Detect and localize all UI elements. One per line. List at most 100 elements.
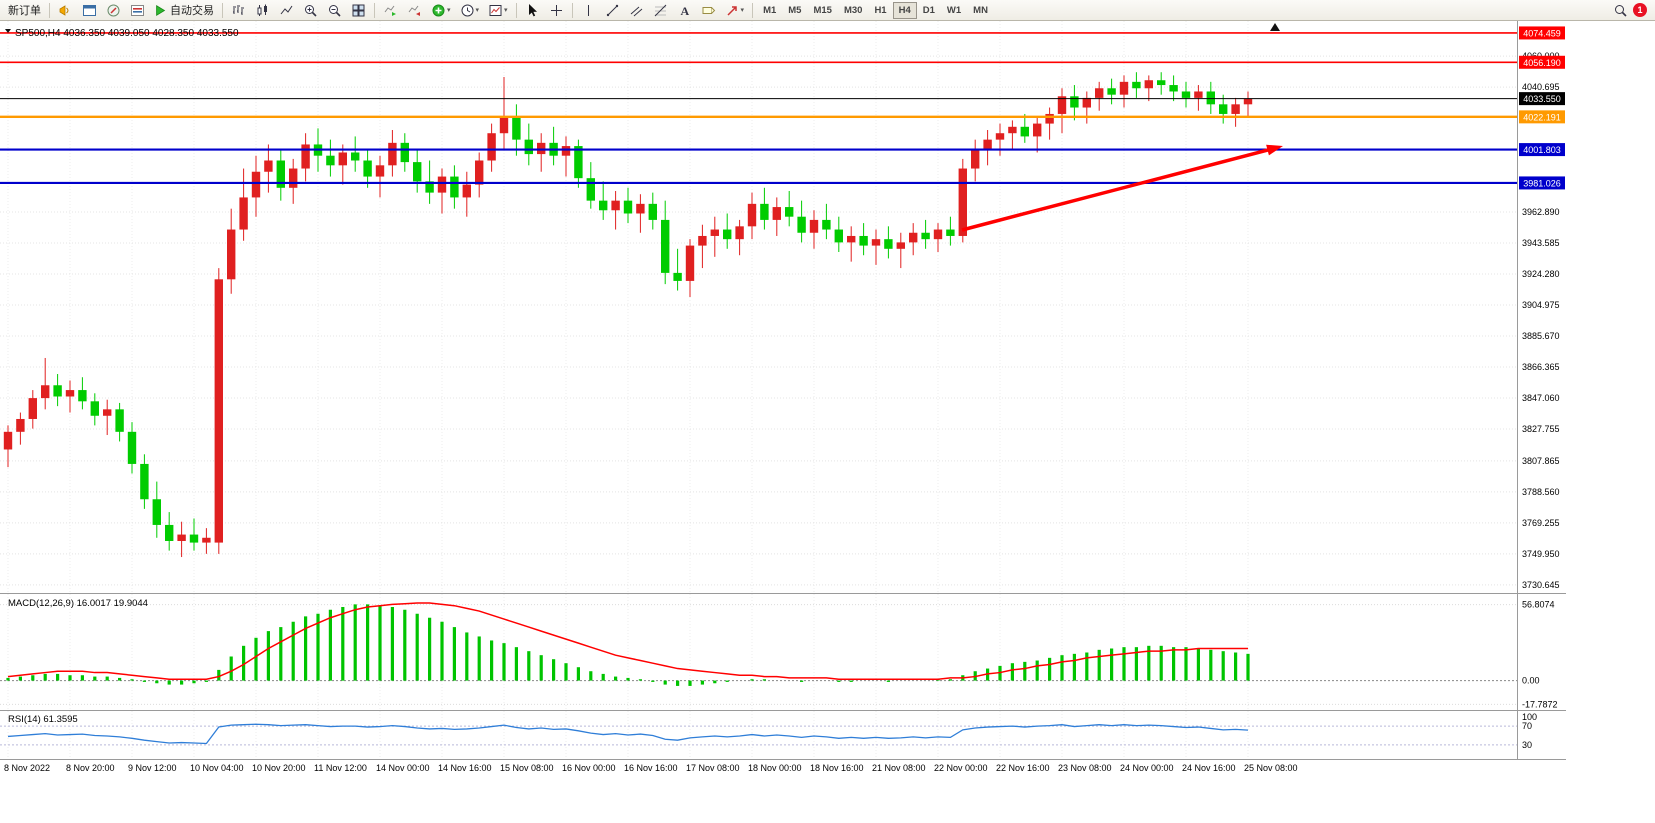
label-icon xyxy=(702,6,715,14)
chart-line-button[interactable] xyxy=(275,1,298,19)
svg-text:25 Nov 08:00: 25 Nov 08:00 xyxy=(1244,763,1298,773)
autoscroll-button[interactable] xyxy=(379,1,402,19)
trend-arrow[interactable] xyxy=(961,147,1272,232)
svg-text:8 Nov 20:00: 8 Nov 20:00 xyxy=(66,763,115,773)
timeframe-m15-button[interactable]: M15 xyxy=(807,2,837,19)
price-axis[interactable]: 4060.0004040.6953962.8903943.5853924.280… xyxy=(5,23,1565,750)
panel-frame xyxy=(0,21,1566,760)
new-order-label: 新订单 xyxy=(8,5,41,17)
chevron-down-icon: ▾ xyxy=(740,7,745,14)
zoom-in-button[interactable] xyxy=(299,1,322,19)
text-icon: A xyxy=(680,4,689,18)
svg-text:4040.695: 4040.695 xyxy=(1522,82,1560,92)
zoom-out-icon xyxy=(329,4,341,17)
svg-text:10 Nov 04:00: 10 Nov 04:00 xyxy=(190,763,244,773)
toolbar-separator xyxy=(515,2,517,18)
terminal-icon xyxy=(131,4,144,16)
autotrading-button[interactable]: 自动交易 xyxy=(150,1,218,19)
templates-button[interactable]: ▾ xyxy=(484,1,512,19)
search-button[interactable] xyxy=(1609,1,1632,19)
timeframe-m1-button[interactable]: M1 xyxy=(757,2,782,19)
trendline-button[interactable] xyxy=(601,1,624,19)
svg-text:15 Nov 08:00: 15 Nov 08:00 xyxy=(500,763,554,773)
price-badge xyxy=(1519,143,1565,157)
timeframe-m30-button[interactable]: M30 xyxy=(838,2,868,19)
svg-text:8 Nov 2022: 8 Nov 2022 xyxy=(4,763,50,773)
terminal-button[interactable] xyxy=(126,1,149,19)
svg-text:30: 30 xyxy=(1522,740,1532,750)
svg-text:9 Nov 12:00: 9 Nov 12:00 xyxy=(128,763,177,773)
timeframe-mn-button[interactable]: MN xyxy=(967,2,994,19)
zoom-out-button[interactable] xyxy=(323,1,346,19)
zoom-in-icon xyxy=(305,4,317,17)
collapse-triangle-icon[interactable] xyxy=(5,29,11,33)
trend-arrow-head xyxy=(1266,144,1283,156)
periods-button[interactable]: ▾ xyxy=(456,1,484,19)
svg-text:3904.975: 3904.975 xyxy=(1522,300,1560,310)
fibonacci-icon xyxy=(654,4,666,16)
hline-layer[interactable] xyxy=(0,32,1517,232)
svg-text:4074.459: 4074.459 xyxy=(1523,28,1561,38)
svg-text:14 Nov 00:00: 14 Nov 00:00 xyxy=(376,763,430,773)
cursor-button[interactable] xyxy=(521,1,544,19)
trendline-icon xyxy=(606,4,618,16)
svg-text:23 Nov 08:00: 23 Nov 08:00 xyxy=(1058,763,1112,773)
toolbar-separator xyxy=(49,2,50,18)
vertical-line-button[interactable] xyxy=(577,1,600,19)
chart-shift-button[interactable] xyxy=(403,1,426,19)
text-tool-button[interactable]: A xyxy=(673,1,696,19)
toolbar-separator xyxy=(571,2,573,18)
arrows-tool-button[interactable]: ▾ xyxy=(721,1,749,19)
timeframe-h1-button[interactable]: H1 xyxy=(868,2,892,19)
label-tool-button[interactable] xyxy=(697,1,720,19)
timeframe-w1-button[interactable]: W1 xyxy=(941,2,967,19)
svg-text:4033.550: 4033.550 xyxy=(1523,94,1561,104)
tile-windows-button[interactable] xyxy=(347,1,370,19)
macd-panel: MACD(12,26,9) 16.0017 19.9044 xyxy=(0,598,1517,705)
channel-button[interactable] xyxy=(625,1,648,19)
svg-text:17 Nov 08:00: 17 Nov 08:00 xyxy=(686,763,740,773)
svg-text:24 Nov 00:00: 24 Nov 00:00 xyxy=(1120,763,1174,773)
svg-text:3807.865: 3807.865 xyxy=(1522,456,1560,466)
svg-text:3847.060: 3847.060 xyxy=(1522,393,1560,403)
svg-text:3866.365: 3866.365 xyxy=(1522,362,1560,372)
chevron-down-icon: ▾ xyxy=(504,7,508,14)
timeframe-m5-button[interactable]: M5 xyxy=(782,2,807,19)
indicators-icon xyxy=(432,4,445,16)
svg-text:18 Nov 16:00: 18 Nov 16:00 xyxy=(810,763,864,773)
timeframe-d1-button[interactable]: D1 xyxy=(917,2,941,19)
indicators-button[interactable]: ▾ xyxy=(427,1,455,19)
chart-bars-icon xyxy=(233,4,244,15)
chevron-down-icon: ▾ xyxy=(447,7,451,14)
svg-text:11 Nov 12:00: 11 Nov 12:00 xyxy=(314,763,367,773)
alerts-icon xyxy=(59,4,69,16)
new-order-button[interactable]: 新订单 xyxy=(4,1,45,19)
tile-windows-icon xyxy=(352,4,365,16)
notification-badge[interactable]: 1 xyxy=(1633,3,1647,17)
alerts-button[interactable] xyxy=(54,1,77,19)
toolbar-separator xyxy=(374,2,375,18)
svg-text:18 Nov 00:00: 18 Nov 00:00 xyxy=(748,763,802,773)
svg-text:3827.755: 3827.755 xyxy=(1522,424,1560,434)
timeframe-h4-button[interactable]: H4 xyxy=(892,1,917,19)
grid-layer xyxy=(0,21,1517,759)
svg-text:3943.585: 3943.585 xyxy=(1522,238,1560,248)
svg-text:14 Nov 16:00: 14 Nov 16:00 xyxy=(438,763,492,773)
search-icon xyxy=(1615,4,1627,17)
crosshair-button[interactable] xyxy=(545,1,568,19)
scroll-end-marker[interactable] xyxy=(1270,23,1280,31)
svg-text:4022.191: 4022.191 xyxy=(1523,112,1561,122)
crosshair-icon xyxy=(550,4,562,16)
chart-candles-button[interactable] xyxy=(251,1,274,19)
time-axis[interactable]: 8 Nov 2022 8 Nov 20:00 9 Nov 12:00 10 Nov 0… xyxy=(4,763,1298,773)
svg-text:16 Nov 00:00: 16 Nov 00:00 xyxy=(562,763,616,773)
navigator-button[interactable] xyxy=(102,1,125,19)
price-badge xyxy=(1519,176,1565,190)
chevron-down-icon: ▾ xyxy=(475,7,480,14)
fibonacci-button[interactable] xyxy=(649,1,672,19)
svg-text:56.8074: 56.8074 xyxy=(1522,600,1555,610)
data-window-button[interactable] xyxy=(78,1,101,19)
chart-bars-button[interactable] xyxy=(227,1,250,19)
